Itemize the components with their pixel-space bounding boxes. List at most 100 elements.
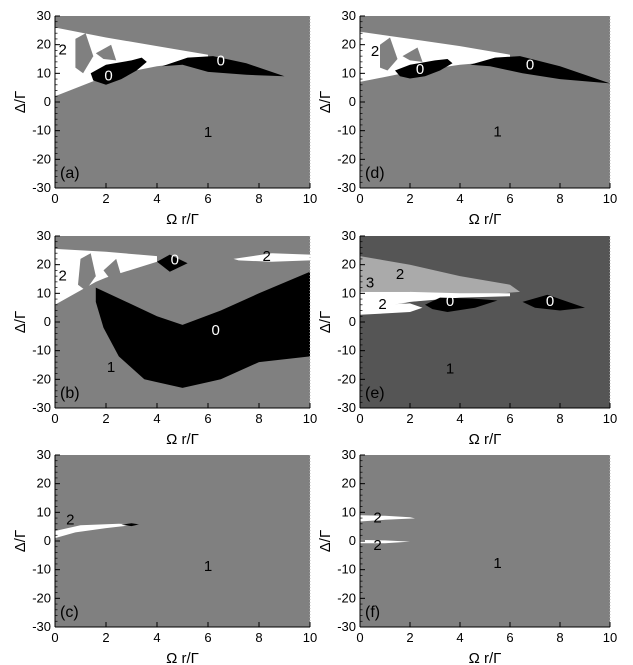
panel-tag: (d) (365, 165, 385, 182)
x-tick-label: 10 (603, 411, 617, 426)
x-tick-label: 0 (51, 411, 58, 426)
regions-group (55, 27, 285, 97)
y-tick-label: -10 (337, 123, 356, 138)
region-area (121, 523, 140, 527)
y-tick-label: 20 (342, 257, 356, 272)
x-tick-label: 10 (303, 630, 317, 645)
region-area (95, 44, 117, 61)
y-tick-label: 20 (342, 37, 356, 52)
panel-tag: (c) (60, 604, 79, 621)
region-label: 0 (104, 68, 112, 85)
y-tick-label: 30 (342, 8, 356, 23)
region-label: 0 (217, 52, 225, 69)
x-tick-label: 6 (506, 411, 513, 426)
y-tick-label: -20 (32, 590, 51, 605)
y-tick-label: -30 (32, 400, 51, 415)
x-tick-label: 10 (603, 630, 617, 645)
y-tick-label: 10 (37, 65, 51, 80)
y-tick-label: 10 (342, 65, 356, 80)
x-axis-label: Ω r/Γ (469, 211, 502, 228)
x-tick-label: 4 (153, 411, 160, 426)
region-area (470, 56, 610, 84)
x-tick-label: 4 (456, 630, 463, 645)
y-tick-label: -30 (337, 619, 356, 634)
region-label: 2 (371, 43, 379, 60)
chart-panel: 0 2 4 6 8 10 30 20 10 0 -10 -20 -30 Ω r/Γ Δ/Γ 2 2 1 (f) (317, 447, 617, 665)
x-tick-label: 6 (204, 630, 211, 645)
region-area (360, 291, 510, 311)
region-label: 0 (211, 322, 219, 339)
y-axis-label: Δ/Γ (317, 311, 334, 333)
region-label: 1 (446, 361, 454, 378)
x-tick-label: 10 (603, 191, 617, 206)
y-tick-label: -30 (337, 180, 356, 195)
plot-background (360, 236, 610, 408)
region-label: 1 (204, 558, 212, 575)
regions-group (360, 31, 610, 84)
x-tick-label: 4 (153, 191, 160, 206)
x-tick-label: 4 (456, 411, 463, 426)
y-tick-label: 30 (37, 8, 51, 23)
x-axis-label: Ω r/Γ (469, 431, 502, 448)
region-label: 2 (58, 267, 66, 284)
region-area (380, 37, 398, 71)
x-tick-label: 0 (356, 630, 363, 645)
region-label: 1 (493, 123, 501, 140)
x-tick-label: 2 (406, 630, 413, 645)
y-tick-label: -10 (32, 562, 51, 577)
panel-tag: (a) (60, 165, 80, 182)
plot-background (360, 455, 610, 627)
x-tick-label: 8 (556, 630, 563, 645)
region-area (395, 59, 453, 79)
x-tick-label: 2 (102, 411, 109, 426)
y-tick-label: -30 (32, 619, 51, 634)
x-tick-label: 0 (51, 191, 58, 206)
region-area (522, 294, 585, 311)
regions-group (55, 248, 310, 388)
x-tick-label: 2 (102, 630, 109, 645)
region-label: 1 (493, 555, 501, 572)
y-axis-label: Δ/Γ (12, 311, 29, 333)
y-tick-label: 0 (349, 533, 356, 548)
x-tick-label: 0 (356, 411, 363, 426)
y-tick-label: -20 (32, 151, 51, 166)
y-tick-label: -30 (337, 400, 356, 415)
y-tick-label: 10 (37, 504, 51, 519)
region-area (233, 253, 310, 262)
y-tick-label: 10 (342, 285, 356, 300)
x-tick-label: 2 (406, 191, 413, 206)
region-label: 0 (546, 293, 554, 310)
region-area (157, 254, 188, 272)
region-area (55, 523, 140, 539)
y-tick-label: -10 (337, 562, 356, 577)
y-tick-label: 0 (44, 94, 51, 109)
y-tick-label: -20 (337, 151, 356, 166)
regions-group (360, 515, 415, 544)
region-label: 3 (366, 275, 374, 292)
y-axis-label: Δ/Γ (317, 530, 334, 552)
region-area (425, 297, 498, 312)
y-axis-label: Δ/Γ (317, 91, 334, 113)
y-tick-label: 30 (37, 228, 51, 243)
x-tick-label: 4 (153, 630, 160, 645)
region-label: 2 (378, 296, 386, 313)
panel-tag: (e) (365, 385, 385, 402)
region-label: 2 (396, 266, 404, 283)
y-tick-label: -10 (337, 343, 356, 358)
y-tick-label: 20 (37, 37, 51, 52)
y-tick-label: 0 (44, 533, 51, 548)
y-tick-label: 30 (342, 447, 356, 462)
region-area (78, 253, 96, 291)
y-tick-label: -10 (32, 343, 51, 358)
x-tick-label: 8 (255, 630, 262, 645)
region-area (95, 271, 310, 388)
plot-background (55, 455, 310, 627)
region-area (402, 47, 423, 62)
x-axis-label: Ω r/Γ (166, 650, 199, 665)
x-axis-label: Ω r/Γ (469, 650, 502, 665)
panel-tag: (f) (365, 604, 380, 621)
y-tick-label: 0 (44, 314, 51, 329)
region-label: 0 (416, 61, 424, 78)
